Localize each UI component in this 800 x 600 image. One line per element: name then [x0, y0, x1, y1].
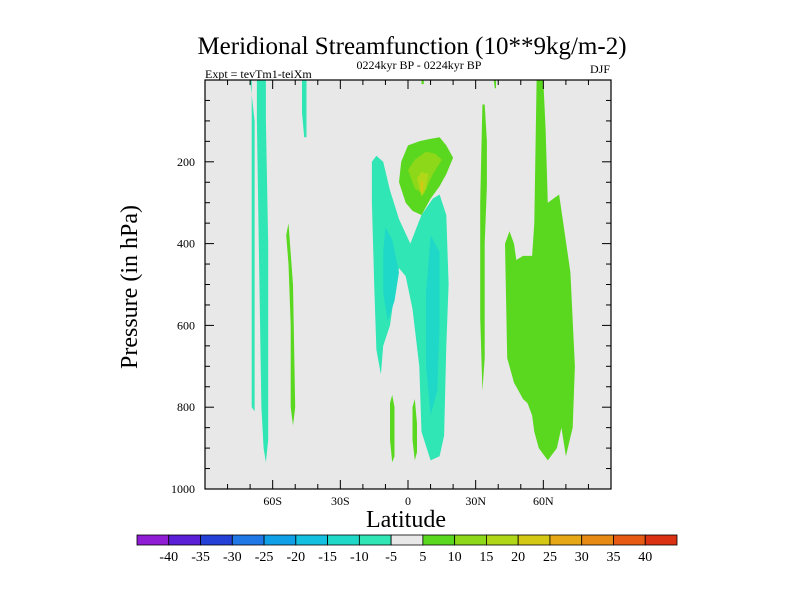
colorbar-swatch: [295, 534, 328, 546]
colorbar-label: -25: [255, 550, 274, 565]
colorbar-label: -5: [385, 550, 397, 565]
colorbar-swatch: [517, 534, 551, 546]
colorbar-swatch: [454, 534, 487, 546]
contour-sh-upper-strip: [302, 80, 307, 138]
y-tick-label: 1000: [171, 482, 195, 496]
contour-sh-subtropic-positive: [286, 223, 296, 426]
colorbar-label: -30: [223, 550, 242, 565]
contour-tropical-core-right: [426, 235, 440, 416]
y-tick-label: 800: [177, 400, 195, 414]
x-tick-label: 0: [405, 494, 411, 508]
colorbar-label: -35: [191, 550, 210, 565]
x-tick-label: 30N: [465, 494, 486, 508]
colorbar: -40 -35 -30 -25 -20 -15 -10 -5 5 10 15 20 25 30 35 40: [136, 534, 678, 565]
colorbar-label: -40: [159, 550, 178, 565]
contour-regions: [250, 80, 575, 463]
colorbar-label: 25: [543, 550, 557, 565]
contour-eq-lower-positive: [412, 399, 417, 461]
colorbar-swatch: [327, 534, 360, 546]
colorbar-swatch: [549, 534, 583, 546]
colorbar-swatch: [581, 534, 614, 546]
colorbar-label: 5: [419, 550, 426, 565]
colorbar-swatch: [200, 534, 233, 546]
contour-trace-1: [421, 80, 424, 85]
right-subtitle: DJF: [590, 62, 610, 76]
left-subtitle: Expt = tevTm1-teiXm: [205, 67, 312, 81]
colorbar-label: -20: [286, 550, 305, 565]
colorbar-label: 20: [511, 550, 525, 565]
colorbar-label: 30: [575, 550, 589, 565]
x-axis-label: Latitude: [366, 507, 446, 533]
colorbar-label: 40: [638, 550, 652, 565]
colorbar-swatch: [358, 534, 392, 546]
contour-nh-upper-strip: [493, 80, 496, 89]
chart-title: Meridional Streamfunction (10**9kg/m-2): [197, 33, 626, 60]
contour-nh-subtropic-positive: [480, 104, 487, 391]
y-tick-label: 600: [177, 318, 195, 332]
x-axis-ticks: 60S 30S 0 30N 60N: [204, 80, 612, 508]
colorbar-swatch: [136, 534, 170, 546]
colorbar-swatch: [422, 534, 456, 546]
contour-sh-lower-positive: [390, 394, 395, 463]
colorbar-swatch: [168, 534, 201, 546]
contour-sh-midlat-cell: [252, 80, 269, 463]
colorbar-swatch: [263, 534, 297, 546]
colorbar-swatch: [390, 534, 424, 546]
y-axis-ticks: 200 400 600 800 1000: [171, 79, 611, 496]
center-subtitle: 0224kyr BP - 0224kyr BP: [357, 58, 482, 72]
contour-tropical-core-left: [383, 227, 399, 322]
contour-sh-thin-strip: [250, 80, 255, 412]
colorbar-swatch: [486, 534, 519, 546]
colorbar-label: 15: [479, 550, 493, 565]
contour-nh-mid-positive: [505, 80, 575, 461]
x-tick-label: 30S: [331, 494, 350, 508]
colorbar-label: -15: [318, 550, 337, 565]
y-tick-label: 200: [177, 155, 195, 169]
colorbar-label: -10: [350, 550, 369, 565]
x-tick-label: 60S: [263, 494, 282, 508]
colorbar-label: 35: [606, 550, 620, 565]
colorbar-label: 10: [448, 550, 462, 565]
contour-upper-tropical-peak: [420, 180, 424, 193]
colorbar-swatch: [613, 534, 646, 546]
colorbar-swatch: [644, 534, 678, 546]
y-axis-label: Pressure (in hPa): [117, 205, 143, 369]
x-tick-label: 60N: [533, 494, 554, 508]
y-tick-label: 400: [177, 237, 195, 251]
colorbar-swatch: [231, 534, 265, 546]
